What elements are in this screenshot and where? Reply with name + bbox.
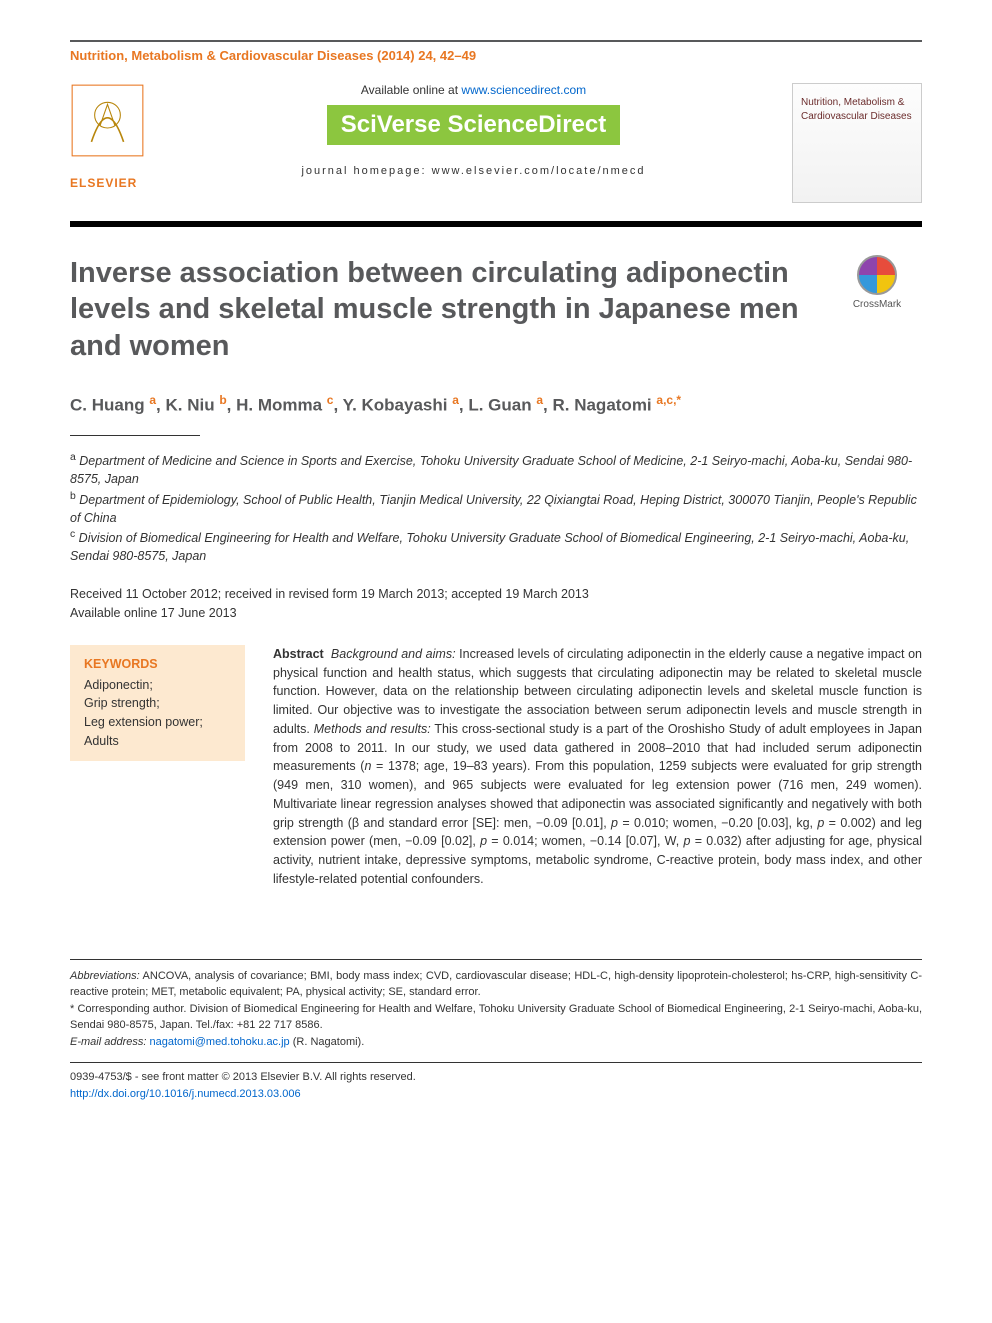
keywords-heading: KEYWORDS <box>84 655 231 674</box>
available-online-text: Available online at www.sciencedirect.co… <box>167 83 780 97</box>
journal-citation: Nutrition, Metabolism & Cardiovascular D… <box>70 40 922 63</box>
affiliation-b: b Department of Epidemiology, School of … <box>70 489 922 527</box>
center-block: Available online at www.sciencedirect.co… <box>155 83 792 177</box>
footnotes: Abbreviations: ANCOVA, analysis of covar… <box>70 968 922 1051</box>
doi-link[interactable]: http://dx.doi.org/10.1016/j.numecd.2013.… <box>70 1088 301 1100</box>
copyright-divider <box>70 1062 922 1063</box>
journal-homepage: journal homepage: www.elsevier.com/locat… <box>167 165 780 177</box>
sciencedirect-link[interactable]: www.sciencedirect.com <box>461 83 586 97</box>
elsevier-logo: ELSEVIER <box>70 83 145 190</box>
sciencedirect-banner: SciVerse ScienceDirect <box>327 105 621 145</box>
article-title: Inverse association between circulating … <box>70 255 832 364</box>
email-label: E-mail address: <box>70 1036 146 1048</box>
elsevier-label: ELSEVIER <box>70 176 145 190</box>
crossmark-icon <box>857 255 897 295</box>
corresponding-author: * Corresponding author. Division of Biom… <box>70 1001 922 1034</box>
keyword-2: Grip strength; <box>84 694 231 713</box>
article-dates: Received 11 October 2012; received in re… <box>70 585 922 623</box>
keyword-1: Adiponectin; <box>84 676 231 695</box>
copyright-block: 0939-4753/$ - see front matter © 2013 El… <box>70 1069 922 1102</box>
footnote-divider <box>70 959 922 960</box>
affiliation-c: c Division of Biomedical Engineering for… <box>70 527 922 565</box>
available-prefix: Available online at <box>361 83 462 97</box>
online-date: Available online 17 June 2013 <box>70 604 922 623</box>
affiliation-divider <box>70 435 200 436</box>
received-dates: Received 11 October 2012; received in re… <box>70 585 922 604</box>
masthead: ELSEVIER Available online at www.science… <box>70 83 922 227</box>
author-list: C. Huang a, K. Niu b, H. Momma c, Y. Kob… <box>70 392 922 417</box>
keywords-box: KEYWORDS Adiponectin; Grip strength; Leg… <box>70 645 245 761</box>
crossmark-badge[interactable]: CrossMark <box>832 255 922 364</box>
copyright-text: 0939-4753/$ - see front matter © 2013 El… <box>70 1069 922 1086</box>
affiliation-a: aa Department of Medicine and Science in… <box>70 450 922 488</box>
keyword-4: Adults <box>84 732 231 751</box>
abstract: Abstract Background and aims: Increased … <box>273 645 922 889</box>
journal-cover-thumbnail: Nutrition, Metabolism & Cardiovascular D… <box>792 83 922 203</box>
affiliations: aa Department of Medicine and Science in… <box>70 450 922 565</box>
email-suffix: (R. Nagatomi). <box>293 1036 365 1048</box>
crossmark-label: CrossMark <box>832 299 922 310</box>
email-line: E-mail address: nagatomi@med.tohoku.ac.j… <box>70 1034 922 1051</box>
abbreviations: Abbreviations: ANCOVA, analysis of covar… <box>70 968 922 1001</box>
email-link[interactable]: nagatomi@med.tohoku.ac.jp <box>149 1036 289 1048</box>
keyword-3: Leg extension power; <box>84 713 231 732</box>
